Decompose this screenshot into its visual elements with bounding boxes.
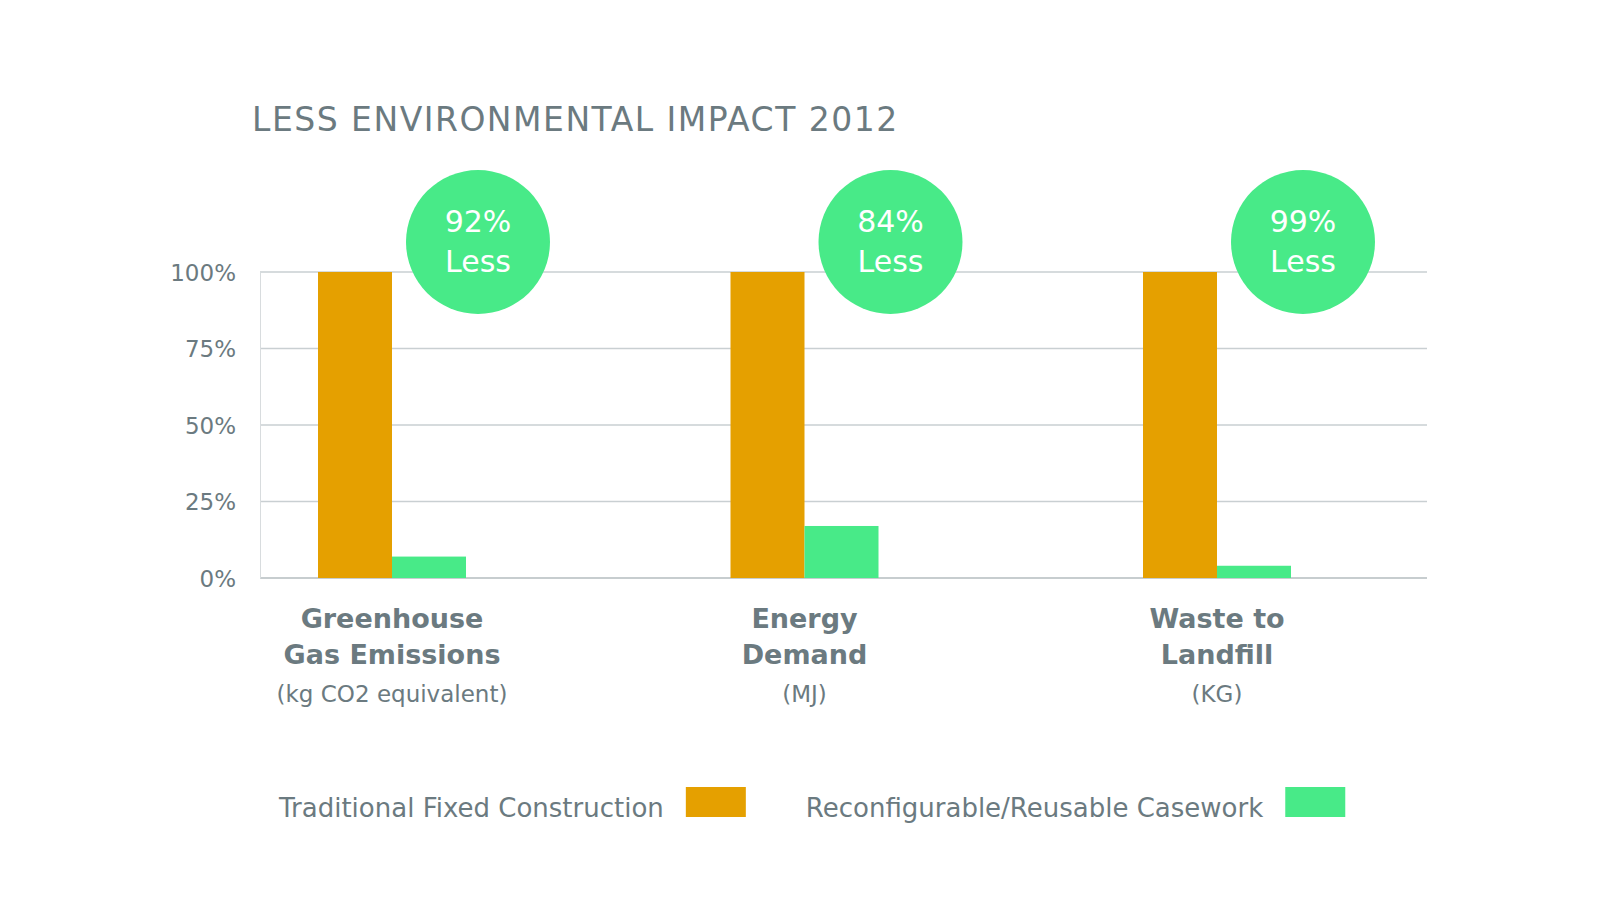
grid (260, 272, 1427, 578)
x-tick-label: GreenhouseGas Emissions(kg CO2 equivalen… (277, 603, 508, 707)
annotation-circle (406, 170, 550, 314)
legend-label: Reconfigurable/Reusable Casework (806, 793, 1263, 823)
grid-line (260, 501, 1427, 502)
x-tick-label: Waste toLandfill(KG) (1149, 603, 1284, 707)
chart: LESS ENVIRONMENTAL IMPACT 2012 0% 25% 50% 75… (0, 0, 1600, 900)
legend-swatch (1285, 787, 1345, 817)
bar (1217, 566, 1291, 578)
x-axis: GreenhouseGas Emissions(kg CO2 equivalen… (277, 603, 1285, 707)
y-axis: 0% 25% 50% 75% 100% (170, 260, 260, 592)
bar (392, 557, 466, 578)
legend: Traditional Fixed Construction Reconfigur… (278, 787, 1345, 823)
legend-label: Traditional Fixed Construction (278, 793, 664, 823)
title: LESS ENVIRONMENTAL IMPACT 2012 (252, 100, 899, 139)
y-tick-label: 25% (185, 489, 236, 515)
y-tick-label: 0% (200, 566, 237, 592)
bar (805, 526, 879, 578)
y-tick: 75% (185, 336, 260, 362)
grid-line (260, 348, 1427, 349)
annotation-circle (1231, 170, 1375, 314)
y-tick-label: 75% (185, 336, 236, 362)
annotation-circle (819, 170, 963, 314)
bar (318, 272, 392, 578)
y-tick-label: 100% (170, 260, 236, 286)
y-axis-line (260, 273, 261, 579)
bar (1143, 272, 1217, 578)
y-tick: 25% (185, 489, 260, 515)
legend-swatch (686, 787, 746, 817)
x-tick-label: EnergyDemand(MJ) (742, 603, 868, 707)
annotations: 92%Less 84%Less 99%Less (406, 170, 1375, 314)
grid-line (260, 424, 1427, 425)
annotation: 84%Less (857, 204, 924, 279)
y-tick-label: 50% (185, 413, 236, 439)
bar (731, 272, 805, 578)
y-tick: 0% (200, 566, 261, 592)
y-tick: 100% (170, 260, 260, 286)
y-tick: 50% (185, 413, 260, 439)
annotation: 92%Less (445, 204, 512, 279)
annotation: 99%Less (1270, 204, 1337, 279)
bars (318, 272, 1291, 578)
